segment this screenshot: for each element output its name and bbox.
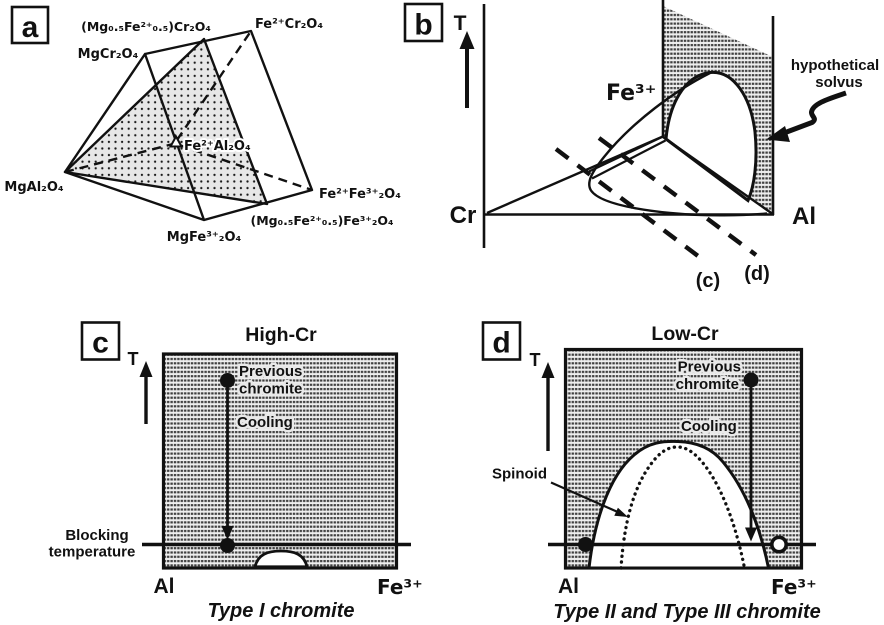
x-left-label: Al [154,575,175,598]
label-magnesioferrite: MgFe³⁺₂O₄ [167,230,242,245]
solvus-rim-curve [588,71,768,217]
t-axis-label: T [530,350,541,370]
al-axis-label: Al [792,203,816,230]
t-axis-label: T [128,349,139,369]
panel-c-caption: Type I chromite [207,600,354,622]
panel-d-caption: Type II and Type III chromite [553,601,820,623]
previous-chromite-point [743,372,759,388]
spinodal-label: Spinoid [492,466,547,483]
previous-chromite-point [220,373,235,388]
label-magnetite: Fe²⁺Fe³⁺₂O₄ [319,187,401,202]
fe3-rich-phase-point [769,535,788,554]
spinodal-arrow-shaft [550,481,621,515]
label-mg-half-chromite: (Mg₀.₅Fe²⁺₀.₅)Cr₂O₄ [81,19,211,34]
previous-chromite-line2: chromite [676,376,739,393]
panel-a-spinel-prism: a (Mg₀.₅Fe²⁺₀.₅)Cr₂O₄ Fe²⁺Cr₂O₄ MgCr₂O₄ … [4,5,401,245]
panel-d-tag: d [492,327,510,360]
label-magnesiochromite: MgCr₂O₄ [78,47,139,62]
slice-plane [63,37,269,206]
t-arrow-head-icon [541,362,555,378]
small-solvus-dome [253,549,309,569]
fe3-al-edge [662,136,773,215]
spinodal-arrow-head-icon [614,507,628,517]
section-c-label: (c) [696,270,720,292]
section-d-label: (d) [744,263,770,285]
previous-chromite-line1: Previous [678,359,741,376]
blocking-point [220,538,235,553]
previous-chromite-line2: chromite [239,381,302,398]
section-trace-d [597,136,758,257]
panel-c-title: High-Cr [245,324,317,346]
x-right-label: Fe³⁺ [377,575,423,599]
section-trace-c [554,147,704,261]
t-axis-label: T [454,12,467,35]
t-arrow-head-icon [459,31,475,49]
label-mg-half-magnetite: (Mg₀.₅Fe²⁺₀.₅)Fe³⁺₂O₄ [251,213,394,228]
prism-hidden-edges [64,30,313,192]
solvus-note-line1: hypothetical [791,57,879,74]
panel-a-tag-box [10,5,50,45]
cooling-arrow-head-icon [221,526,234,540]
t-arrow-head-icon [139,361,153,377]
tx-box [161,352,399,570]
panel-d-title: Low-Cr [651,323,719,345]
panel-b-tag-box [403,2,444,43]
solvus-note-line2: solvus [815,74,863,91]
label-chromite: Fe²⁺Cr₂O₄ [255,17,323,32]
blocking-label-line1: Blocking [65,527,128,544]
panel-c-high-cr: c T High-Cr Previous chromite Cooling Bl… [49,321,423,622]
panel-c-tag-box [80,321,121,361]
x-left-label: Al [558,575,579,598]
panel-d-tag-box [481,321,522,361]
cooling-arrow-head-icon [745,527,757,542]
fe3-axis-label: Fe³⁺ [606,81,656,106]
solvus-dome [664,70,758,203]
panel-c-tag: c [92,327,109,360]
hercynite-marker-icon [168,134,184,148]
previous-chromite-line1: Previous [239,363,302,380]
panel-b-3d-solvus: b T Cr Al Fe³⁺ (c) (d) hypothetical solv… [403,0,879,292]
x-right-label: Fe³⁺ [771,575,817,599]
cooling-label: Cooling [681,418,737,435]
panel-d-low-cr: d T Low-Cr Previous chromite Cooling Spi… [481,321,821,623]
label-spinel: MgAl₂O₄ [4,180,64,195]
cooling-label: Cooling [237,414,293,431]
solvus-note-arrow [783,90,847,136]
prism-solid-edges [63,29,314,222]
blocking-label-line2: temperature [49,544,136,561]
panel-a-tag: a [22,11,39,44]
solvus-note-arrow-head-icon [766,126,790,142]
al-rich-phase-point [578,537,593,552]
panel-b-tag: b [414,9,432,42]
cr-axis-label: Cr [450,202,477,229]
label-hercynite: Fe²⁺Al₂O₄ [184,139,251,154]
